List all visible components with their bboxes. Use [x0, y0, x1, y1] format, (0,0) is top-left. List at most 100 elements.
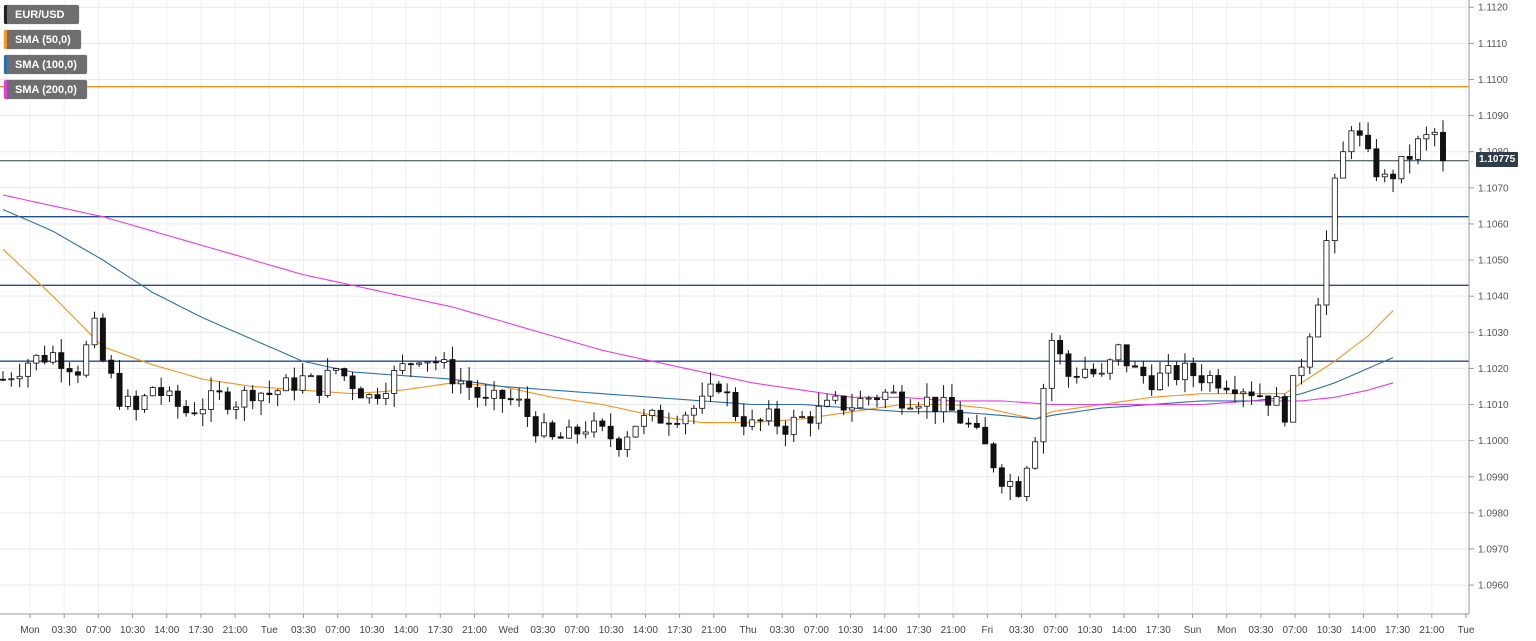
candle-body — [141, 395, 148, 410]
candle-body — [332, 368, 339, 371]
candle — [91, 311, 98, 349]
current-price-badge: 1.10775 — [1476, 152, 1519, 167]
x-tick-label: 14:00 — [1351, 625, 1376, 636]
candle — [382, 382, 389, 406]
x-tick-label: 21:00 — [1419, 625, 1444, 636]
candle — [41, 345, 48, 365]
candle — [674, 415, 681, 428]
candle-body — [857, 398, 864, 409]
candle-body — [1331, 177, 1338, 242]
candle — [624, 431, 631, 457]
candle — [516, 387, 523, 407]
candle — [424, 361, 431, 372]
candle-body — [1107, 359, 1114, 374]
candle-body — [1165, 365, 1172, 374]
candle-body — [8, 378, 15, 381]
candle-body — [865, 397, 872, 400]
candle-body — [1365, 134, 1372, 150]
candle — [1173, 361, 1180, 386]
candle — [1206, 370, 1213, 392]
y-tick-label: 1.1010 — [1478, 400, 1509, 411]
x-tick-label: 10:30 — [120, 625, 145, 636]
legend-item-sma50[interactable]: SMA (50,0) — [4, 30, 81, 49]
candle-body — [33, 354, 40, 364]
candle-body — [407, 363, 414, 366]
candle-body — [1415, 138, 1422, 160]
candle — [33, 354, 40, 371]
candle — [566, 419, 572, 439]
x-tick-label: 10:30 — [359, 625, 384, 636]
candle-body — [874, 397, 880, 401]
legend-item-eurusd[interactable]: EUR/USD — [4, 5, 79, 24]
candle-body — [599, 420, 606, 427]
candle — [1356, 122, 1363, 147]
candle — [549, 420, 556, 440]
x-tick-label: 17:30 — [428, 625, 453, 636]
candle — [1248, 381, 1255, 405]
x-tick-label: 17:30 — [906, 625, 931, 636]
candle — [1148, 364, 1155, 396]
candle — [1315, 297, 1322, 338]
x-tick-label: Sun — [1184, 625, 1202, 636]
candle-body — [183, 406, 190, 414]
x-tick-label: 03:30 — [770, 625, 795, 636]
candle — [1298, 358, 1305, 385]
candle-body — [790, 416, 797, 435]
candle — [1381, 169, 1388, 183]
candle — [366, 393, 373, 404]
candle — [83, 340, 90, 378]
candle-body — [574, 426, 581, 435]
candle — [1231, 375, 1238, 403]
legend-item-sma200[interactable]: SMA (200,0) — [4, 80, 87, 99]
candle — [1398, 155, 1405, 184]
candle — [707, 372, 714, 403]
candle-body — [1273, 396, 1280, 406]
candle-body — [1015, 481, 1022, 497]
candle — [1281, 393, 1288, 427]
candle — [133, 390, 140, 421]
candle — [357, 386, 364, 399]
candle — [1323, 230, 1330, 316]
candle — [890, 384, 897, 394]
candle-body — [948, 397, 955, 411]
candle-body — [1148, 375, 1155, 391]
legend-item-sma100[interactable]: SMA (100,0) — [4, 55, 87, 74]
candle-body — [491, 389, 498, 399]
candle — [1431, 128, 1438, 147]
candle-body — [1048, 339, 1055, 389]
candle-body — [882, 391, 889, 401]
candle-body — [283, 377, 289, 392]
candle — [457, 367, 464, 394]
candle-body — [1065, 353, 1072, 377]
candle-body — [1256, 395, 1263, 398]
candle — [1181, 353, 1188, 393]
candle-body — [1206, 375, 1213, 384]
candle — [1440, 120, 1446, 172]
legend-label: SMA (100,0) — [15, 58, 77, 71]
candle — [0, 371, 6, 382]
candle-body — [258, 392, 265, 402]
candle — [699, 382, 706, 414]
candle-body — [116, 372, 123, 407]
candle-body — [1181, 362, 1188, 381]
candle-body — [782, 425, 789, 435]
candle — [183, 400, 190, 417]
candle — [416, 362, 423, 367]
candle — [24, 358, 31, 388]
candle — [1040, 383, 1047, 454]
candle-body — [657, 409, 664, 424]
legend-swatch — [4, 55, 7, 74]
candle-body — [973, 422, 980, 428]
candle-body — [591, 420, 597, 433]
candle-body — [1173, 365, 1180, 381]
x-axis: Mon 03:30 07:00 10:30 14:00 17:30 21:00 Tue 03:3… — [20, 614, 1475, 636]
candle-body — [1340, 151, 1347, 179]
candle-body — [732, 392, 739, 417]
candle — [898, 384, 905, 415]
x-tick-label: 21:00 — [941, 625, 966, 636]
x-tick-label: Tue — [1458, 625, 1475, 636]
candle — [58, 339, 65, 383]
candle — [948, 384, 955, 411]
candle-body — [524, 398, 531, 417]
